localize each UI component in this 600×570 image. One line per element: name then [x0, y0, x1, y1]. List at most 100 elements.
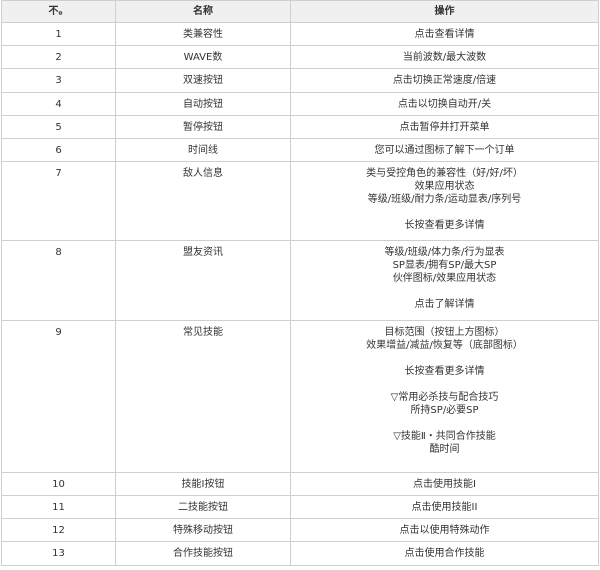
row: 4 自动按钮 点击以切换自动开/关 — [1, 92, 599, 116]
line: 伙伴图标/效果应用状态 — [392, 273, 497, 284]
name-cell: 二技能按钮 — [115, 495, 291, 519]
row: 6 时间线 您可以通过图标了解下一个订单 — [1, 138, 599, 162]
action-cell: 点击以切换自动开/关 — [290, 92, 599, 116]
paragraph: ▽常用必杀技与配合技巧 所持SP/必要SP — [295, 391, 594, 417]
name-cell: 合作技能按钮 — [115, 541, 291, 566]
line: 您可以通过图标了解下一个订单 — [374, 145, 515, 156]
line: 所持SP/必要SP — [410, 405, 479, 416]
line: 点击了解详情 — [414, 299, 475, 310]
name-cell: 类兼容性 — [115, 22, 291, 46]
number-cell: 2 — [1, 45, 116, 69]
paragraph: 点击使用技能Ⅰ — [295, 478, 594, 491]
paragraph: 点击暂停并打开菜单 — [295, 121, 594, 134]
line: 点击查看详情 — [414, 29, 475, 40]
number-cell: 9 — [1, 320, 116, 473]
line: 等级/班级/体力条/行为显表 — [384, 247, 505, 258]
paragraph: 点击使用合作技能 — [295, 547, 594, 560]
line: 类与受控角色的兼容性（好/好/坏） — [366, 168, 523, 179]
action-cell: 点击使用技能Ⅰ — [290, 472, 599, 496]
paragraph: 目标范围（按钮上方图标） 效果增益/减益/恢复等（底部图标） — [295, 326, 594, 352]
paragraph: 点击切换正常速度/倍速 — [295, 74, 594, 87]
line: 当前波数/最大波数 — [402, 52, 487, 63]
paragraph: 点击了解详情 — [295, 298, 594, 311]
row: 11 二技能按钮 点击使用技能II — [1, 495, 599, 519]
number-cell: 4 — [1, 92, 116, 116]
line: SP显表/拥有SP/最大SP — [392, 260, 497, 271]
action-cell: 当前波数/最大波数 — [290, 45, 599, 69]
paragraph: 长按查看更多详情 — [295, 219, 594, 232]
row: 9 常见技能 目标范围（按钮上方图标） 效果增益/减益/恢复等（底部图标） 长按查看更多… — [1, 320, 599, 473]
paragraph: 点击查看详情 — [295, 28, 594, 41]
line: 点击切换正常速度/倍速 — [392, 75, 497, 86]
action-cell: 等级/班级/体力条/行为显表 SP显表/拥有SP/最大SP 伙伴图标/效果应用状态点… — [290, 240, 599, 321]
action-cell: 点击切换正常速度/倍速 — [290, 68, 599, 93]
row: 8 盟友资讯 等级/班级/体力条/行为显表 SP显表/拥有SP/最大SP 伙伴图标/效果… — [1, 240, 599, 321]
paragraph: 您可以通过图标了解下一个订单 — [295, 144, 594, 157]
action-cell: 点击使用技能II — [290, 495, 599, 519]
name-cell: 盟友资讯 — [115, 240, 291, 321]
number-cell: 6 — [1, 138, 116, 162]
row: 12 特殊移动按钮 点击以使用特殊动作 — [1, 518, 599, 542]
number-cell: 13 — [1, 541, 116, 566]
action-cell: 点击暂停并打开菜单 — [290, 115, 599, 139]
line: 点击使用技能Ⅰ — [413, 479, 476, 490]
line: 点击以切换自动开/关 — [397, 99, 492, 110]
line: ▽技能Ⅱ・共同合作技能 — [393, 431, 496, 442]
row: 5 暂停按钮 点击暂停并打开菜单 — [1, 115, 599, 139]
paragraph: ▽技能Ⅱ・共同合作技能 酷时间 — [295, 430, 594, 456]
number-cell: 11 — [1, 495, 116, 519]
header-row: 不。 名称 操作 — [1, 0, 599, 23]
number-cell: 3 — [1, 68, 116, 93]
row: 3 双速按钮 点击切换正常速度/倍速 — [1, 68, 599, 93]
name-cell: 时间线 — [115, 138, 291, 162]
number-cell: 5 — [1, 115, 116, 139]
row: 7 敌人信息 类与受控角色的兼容性（好/好/坏） 效果应用状态等级/班级/耐力条/运动… — [1, 161, 599, 241]
name-cell: WAVE数 — [115, 45, 291, 69]
name-cell: 自动按钮 — [115, 92, 291, 116]
header-cell: 操作 — [290, 0, 599, 23]
line: 点击暂停并打开菜单 — [399, 122, 490, 133]
line: 效果应用状态 — [414, 181, 475, 192]
paragraph: 类与受控角色的兼容性（好/好/坏） 效果应用状态等级/班级/耐力条/运动显表/序列… — [295, 167, 594, 206]
row: 2 WAVE数 当前波数/最大波数 — [1, 45, 599, 69]
paragraph: 长按查看更多详情 — [295, 365, 594, 378]
action-cell: 类与受控角色的兼容性（好/好/坏） 效果应用状态等级/班级/耐力条/运动显表/序列… — [290, 161, 599, 241]
paragraph: 点击以使用特殊动作 — [295, 524, 594, 537]
header-cell: 名称 — [115, 0, 291, 23]
name-cell: 暂停按钮 — [115, 115, 291, 139]
line: 酷时间 — [429, 444, 460, 455]
line: ▽常用必杀技与配合技巧 — [390, 392, 499, 403]
action-cell: 您可以通过图标了解下一个订单 — [290, 138, 599, 162]
line: 等级/班级/耐力条/运动显表/序列号 — [367, 194, 522, 205]
action-cell: 点击查看详情 — [290, 22, 599, 46]
action-cell: 目标范围（按钮上方图标） 效果增益/减益/恢复等（底部图标） 长按查看更多详情 ▽常用… — [290, 320, 599, 473]
name-cell: 双速按钮 — [115, 68, 291, 93]
line: 目标范围（按钮上方图标） — [384, 327, 505, 338]
line: 长按查看更多详情 — [404, 220, 485, 231]
name-cell: 敌人信息 — [115, 161, 291, 241]
name-cell: 常见技能 — [115, 320, 291, 473]
name-cell: 特殊移动按钮 — [115, 518, 291, 542]
number-cell: 10 — [1, 472, 116, 496]
paragraph: 当前波数/最大波数 — [295, 51, 594, 64]
name-cell: 技能Ⅰ按钮 — [115, 472, 291, 496]
row: 1 类兼容性 点击查看详情 — [1, 22, 599, 46]
number-cell: 7 — [1, 161, 116, 241]
number-cell: 8 — [1, 240, 116, 321]
line: 点击使用合作技能 — [404, 548, 485, 559]
number-cell: 1 — [1, 22, 116, 46]
action-cell: 点击以使用特殊动作 — [290, 518, 599, 542]
paragraph: 点击使用技能II — [295, 501, 594, 514]
number-cell: 12 — [1, 518, 116, 542]
line: 效果增益/减益/恢复等（底部图标） — [366, 340, 523, 351]
row: 13 合作技能按钮 点击使用合作技能 — [1, 541, 599, 566]
action-cell: 点击使用合作技能 — [290, 541, 599, 566]
row: 10 技能Ⅰ按钮 点击使用技能Ⅰ — [1, 472, 599, 496]
paragraph: 等级/班级/体力条/行为显表 SP显表/拥有SP/最大SP 伙伴图标/效果应用状态 — [295, 246, 594, 285]
line: 点击使用技能II — [411, 502, 478, 513]
line: 长按查看更多详情 — [404, 366, 485, 377]
paragraph: 点击以切换自动开/关 — [295, 98, 594, 111]
header-cell: 不。 — [1, 0, 116, 23]
line: 点击以使用特殊动作 — [399, 525, 490, 536]
